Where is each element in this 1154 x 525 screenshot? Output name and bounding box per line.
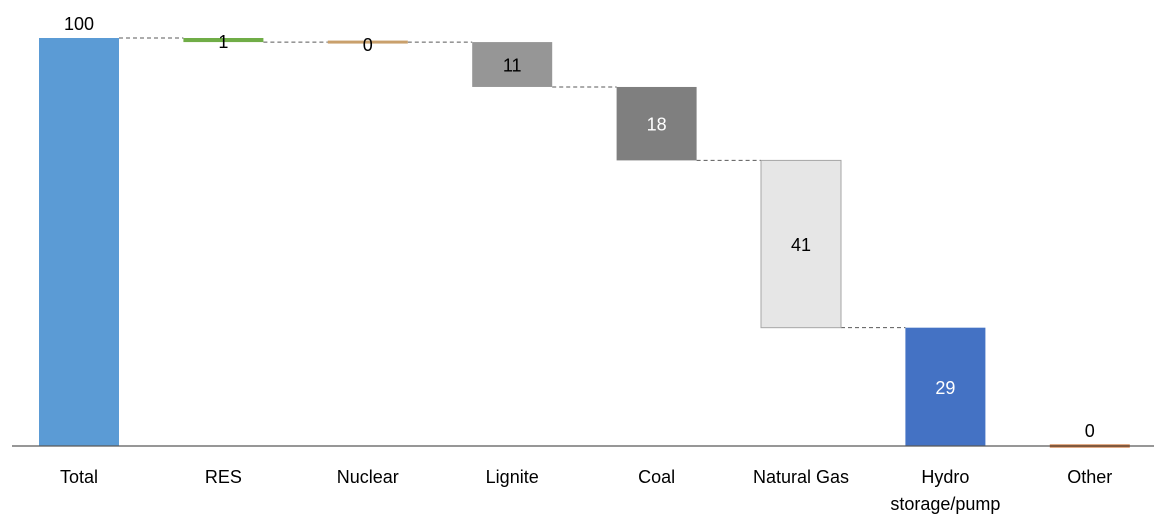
- value-label-coal: 18: [647, 115, 667, 135]
- bar-hydro-storage-pump: [905, 327, 986, 446]
- bar-lignite: [472, 42, 553, 87]
- bar-natural-gas: [760, 159, 842, 329]
- tick-label-lignite: Lignite: [486, 467, 539, 487]
- tick-label-natural-gas: Natural Gas: [753, 467, 849, 487]
- value-label-other: 0: [1085, 421, 1095, 441]
- tick-label-coal: Coal: [638, 467, 675, 487]
- tick-label-total: Total: [60, 467, 98, 487]
- bar-total: [39, 38, 119, 446]
- bar-res: [183, 38, 264, 43]
- x-axis-tick-labels: Total RES Nuclear Lignite Coal Natural Gas Hyd…: [60, 467, 1112, 514]
- bar-nuclear: [327, 40, 408, 44]
- tick-label-nuclear: Nuclear: [337, 467, 399, 487]
- value-label-natural-gas: 41: [791, 235, 811, 255]
- tick-label-res: RES: [205, 467, 242, 487]
- value-label-nuclear: 0: [363, 35, 373, 55]
- tick-label-other: Other: [1067, 467, 1112, 487]
- tick-label-hydro-storage-pump: Hydro storage/pump: [890, 467, 1000, 514]
- bars: [39, 38, 1130, 448]
- value-labels: 100 1 0 11 18 41 29 0: [64, 14, 1095, 441]
- value-label-res: 1: [218, 32, 228, 52]
- value-label-lignite: 11: [503, 56, 522, 76]
- value-label-total: 100: [64, 14, 94, 34]
- value-label-hydro-storage-pump: 29: [935, 378, 955, 398]
- bar-coal: [616, 86, 697, 161]
